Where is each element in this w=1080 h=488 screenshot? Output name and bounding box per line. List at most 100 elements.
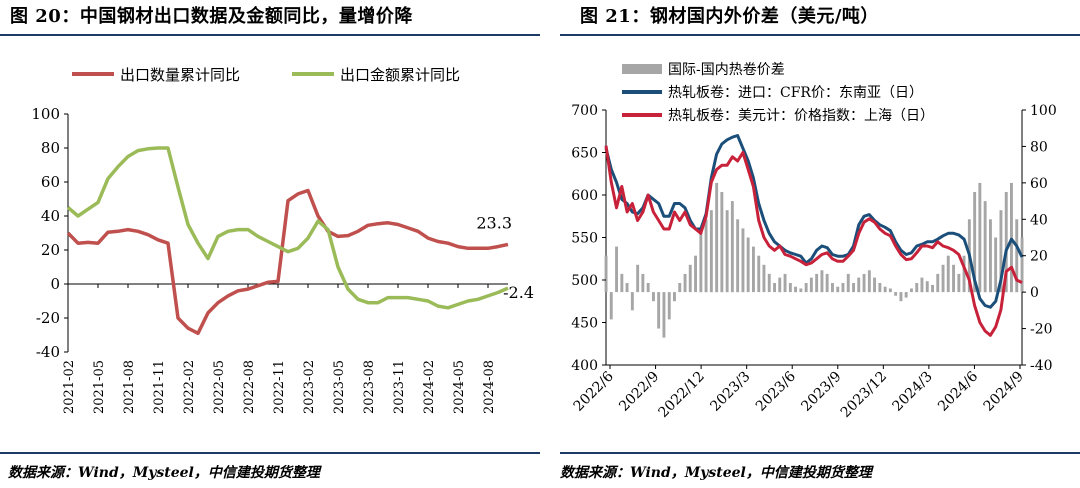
right-spread-bar	[725, 210, 729, 293]
right-spread-bar	[989, 219, 992, 293]
right-left-tick-label: 600	[571, 188, 598, 204]
right-spread-bar	[783, 273, 787, 293]
left-x-tick-label: 2022-02	[182, 360, 197, 414]
right-spread-bar	[741, 228, 745, 293]
right-spread-bar	[973, 192, 977, 293]
right-spread-bar	[962, 255, 966, 293]
right-spread-bar	[915, 283, 919, 293]
right-right-tick-label: 80	[1030, 139, 1048, 155]
left-source-note: 数据来源：Wind，Mysteel，中信建投期货整理	[8, 465, 320, 481]
right-spread-bar	[715, 182, 719, 293]
right-right-tick-label: 60	[1030, 176, 1048, 192]
right-x-tick-label: 2023/9	[798, 369, 844, 415]
right-spread-bar	[704, 219, 708, 293]
right-spread-bar	[678, 283, 682, 293]
right-bottom-rule	[560, 452, 1080, 454]
right-spread-bar	[657, 292, 661, 329]
left-y-tick-label: 0	[50, 275, 60, 293]
right-spread-bar	[931, 284, 934, 293]
right-spread-bar	[888, 288, 892, 293]
right-spread-bar	[836, 286, 840, 293]
left-x-tick-label: 2021-05	[92, 360, 107, 414]
right-spread-bar	[609, 292, 613, 320]
right-spread-bar	[662, 292, 666, 338]
right-spread-bar	[952, 264, 955, 293]
right-spread-bar	[625, 283, 629, 293]
left-y-tick-label: 60	[41, 173, 60, 191]
right-spread-bar	[636, 264, 640, 293]
right-spread-bar	[683, 273, 687, 293]
right-spread-bar	[815, 273, 819, 293]
right-series-shanghai-line	[604, 145, 1023, 337]
left-series-export-volume-line	[66, 188, 509, 336]
right-spread-bar	[857, 277, 861, 293]
right-spread-bar	[878, 283, 882, 293]
right-spread-bar	[920, 277, 924, 293]
right-spread-bar	[873, 277, 876, 293]
right-x-tick-label: 2024/3	[890, 369, 936, 415]
right-left-tick-label: 700	[571, 103, 598, 119]
right-spread-bar	[999, 210, 1003, 293]
right-spread-bar	[752, 246, 755, 293]
right-spread-bar	[994, 237, 998, 293]
left-figure-title: 图 20：中国钢材出口数据及金额同比，量增价降	[10, 6, 413, 27]
right-spread-bar	[925, 281, 929, 293]
right-spread-bar	[773, 283, 776, 293]
left-y-tick-label: -20	[36, 309, 60, 327]
right-spread-bar	[846, 273, 850, 293]
right-right-tick-label: 100	[1030, 103, 1057, 119]
right-spread-bar	[762, 264, 766, 293]
left-x-tick-label: 2022-11	[272, 360, 287, 414]
right-spread-bar	[794, 286, 797, 293]
left-y-tick-label: -40	[36, 343, 60, 361]
right-right-tick-label: 0	[1030, 285, 1039, 301]
right-spread-bar	[804, 283, 808, 293]
right-spread-bar	[894, 292, 898, 296]
left-x-tick-label: 2022-05	[212, 360, 227, 414]
right-left-tick-label: 550	[571, 231, 598, 247]
right-spread-bar	[646, 283, 650, 293]
right-spread-bar	[904, 292, 908, 298]
right-x-tick-label: 2022/6	[571, 368, 617, 414]
right-spread-bar	[736, 219, 740, 293]
right-legend-label: 热轧板卷：美元计：价格指数：上海（日）	[668, 108, 934, 124]
right-left-tick-label: 650	[571, 146, 598, 162]
left-annotation-volume: 23.3	[476, 213, 512, 232]
right-spread-bar	[630, 292, 634, 311]
right-right-tick-label: -20	[1030, 322, 1053, 338]
right-x-tick-label: 2023/12	[838, 369, 890, 421]
right-x-tick-label: 2023/3	[707, 369, 753, 415]
right-spread-bar	[883, 286, 887, 293]
right-spread-bar	[709, 210, 713, 293]
left-bottom-rule	[0, 452, 540, 454]
right-spread-bar	[667, 292, 671, 320]
right-spread-bar	[910, 288, 913, 293]
right-right-tick-label: -40	[1030, 358, 1053, 374]
right-spread-bar	[862, 273, 866, 293]
right-spread-bar	[825, 273, 829, 293]
right-spread-bar	[852, 283, 855, 293]
right-spread-bar	[831, 283, 834, 293]
left-x-tick-label: 2024-08	[482, 360, 497, 414]
right-spread-bar	[757, 255, 761, 293]
right-left-tick-label: 500	[571, 273, 598, 289]
right-figure-title: 图 21：钢材国内外价差（美元/吨）	[580, 6, 879, 27]
right-spread-bar	[788, 283, 792, 293]
left-x-tick-label: 2022-08	[242, 360, 257, 414]
left-annotation-value: -2.4	[503, 283, 534, 302]
right-spread-bar	[983, 201, 987, 293]
right-spread-bar	[778, 277, 782, 293]
right-spread-bar	[767, 273, 771, 293]
right-spread-bar	[652, 292, 655, 302]
right-spread-bar	[1010, 182, 1013, 293]
left-legend-label: 出口数量累计同比	[120, 66, 240, 84]
right-spread-bar	[746, 237, 750, 293]
right-spread-bar	[641, 273, 645, 293]
right-left-tick-label: 450	[571, 316, 598, 332]
right-spread-bar	[688, 264, 692, 293]
right-x-tick-label: 2022/9	[616, 369, 662, 415]
right-spread-bar	[946, 255, 950, 293]
right-legend-bar-swatch	[622, 64, 662, 74]
right-legend-label: 国际-国内热卷价差	[668, 62, 785, 78]
